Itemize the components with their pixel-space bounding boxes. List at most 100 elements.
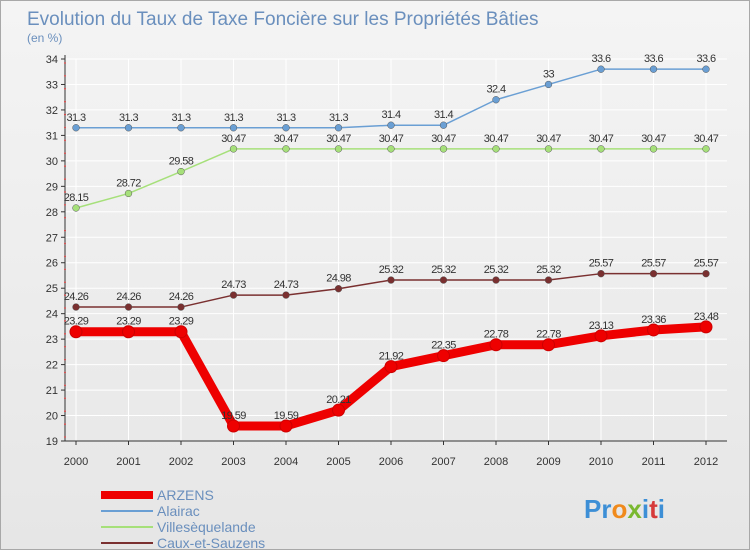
data-label-alairac-2006: 31.4 — [381, 109, 400, 121]
data-label-alairac-2009: 33 — [543, 68, 555, 80]
data-label-arzens-2007: 22.35 — [431, 340, 456, 352]
point-villes-quelande-2010 — [597, 145, 605, 153]
point-caux-et-sauzens-2003 — [229, 291, 238, 299]
data-label-alairac-2005: 31.3 — [329, 112, 348, 124]
y-axis-dot — [64, 74, 66, 77]
axes: 19 20 21 22 23 24 25 26 27 28 29 30 31 32 33 34 2000 2001… — [46, 54, 727, 468]
logo-letter: o — [611, 494, 627, 524]
point-alairac-2008 — [492, 96, 500, 104]
y-axis-dot — [64, 87, 66, 90]
point-arzens-2008 — [489, 338, 503, 352]
y-tick-label-20: 20 — [46, 411, 58, 423]
x-tick-label-2000: 2000 — [64, 456, 88, 468]
point-alairac-2003 — [229, 124, 238, 132]
point-villes-quelande-2007 — [439, 145, 448, 153]
point-villes-quelande-2011 — [649, 145, 658, 153]
y-tick-label-34: 34 — [46, 54, 58, 66]
series-caux-et-sauzens: 24.26 24.26 24.26 24.73 24.73 24.98 25.32 25.32… — [64, 258, 719, 311]
point-villes-quelande-2009 — [544, 145, 553, 153]
data-label-alairac-2007: 31.4 — [434, 109, 453, 121]
data-label-villes-quelande-2000: 28.15 — [64, 192, 89, 204]
data-label-caux-et-sauzens-2012: 25.57 — [694, 258, 719, 270]
y-axis-dot — [64, 332, 66, 335]
point-alairac-2005 — [334, 124, 343, 132]
point-caux-et-sauzens-2011 — [649, 270, 658, 278]
data-label-arzens-2001: 23.29 — [116, 316, 141, 328]
point-caux-et-sauzens-2001 — [124, 303, 133, 311]
y-tick-label-33: 33 — [46, 79, 58, 91]
y-axis-dot — [64, 255, 66, 258]
x-tick-label-2007: 2007 — [431, 456, 455, 468]
data-label-alairac-2003: 31.3 — [224, 112, 243, 124]
point-caux-et-sauzens-2005 — [334, 285, 343, 293]
y-axis-dot — [64, 216, 66, 219]
logo-letter: i — [642, 494, 649, 524]
x-tick-label-2010: 2010 — [589, 456, 613, 468]
point-caux-et-sauzens-2009 — [544, 276, 553, 284]
logo-letter: x — [627, 494, 642, 524]
data-label-alairac-2002: 31.3 — [171, 112, 190, 124]
y-axis-dot — [64, 307, 66, 309]
legend-label-villes-quelande: Villesèquelande — [157, 519, 256, 535]
data-label-caux-et-sauzens-2005: 24.98 — [326, 273, 351, 285]
y-tick-label-19: 19 — [46, 436, 58, 448]
y-axis-dot — [64, 113, 66, 116]
y-axis-dot — [64, 384, 66, 387]
series-villes-quelande: 28.15 28.72 29.58 30.47 30.47 30.47 30.47 30.47… — [64, 133, 719, 212]
point-alairac-2004 — [282, 124, 290, 132]
y-axis-dot — [64, 229, 66, 232]
point-caux-et-sauzens-2006 — [387, 276, 395, 284]
data-label-villes-quelande-2003: 30.47 — [221, 133, 246, 145]
y-tick-label-22: 22 — [46, 360, 58, 372]
data-label-villes-quelande-2008: 30.47 — [484, 133, 509, 145]
data-label-caux-et-sauzens-2010: 25.57 — [589, 258, 614, 270]
data-label-villes-quelande-2006: 30.47 — [379, 133, 404, 145]
y-axis-dot — [64, 242, 66, 245]
y-tick-label-25: 25 — [46, 283, 58, 295]
y-axis-dot — [64, 397, 66, 400]
point-alairac-2001 — [124, 124, 133, 132]
point-villes-quelande-2008 — [492, 145, 500, 153]
point-caux-et-sauzens-2012 — [702, 270, 710, 278]
point-alairac-2012 — [702, 65, 710, 73]
x-tick-label-2011: 2011 — [642, 456, 666, 468]
y-axis-dot — [64, 345, 66, 348]
point-caux-et-sauzens-2008 — [492, 276, 500, 284]
x-tick-label-2001: 2001 — [116, 456, 140, 468]
point-alairac-2009 — [544, 80, 553, 89]
point-caux-et-sauzens-2000 — [72, 303, 80, 311]
data-label-arzens-2008: 22.78 — [484, 329, 509, 341]
point-arzens-2005 — [332, 403, 345, 417]
point-arzens-2003 — [227, 419, 240, 433]
point-alairac-2011 — [649, 65, 658, 73]
legend-label-arzens: ARZENS — [157, 487, 214, 503]
y-tick-label-23: 23 — [46, 334, 58, 346]
data-label-arzens-2010: 23.13 — [589, 320, 614, 332]
point-arzens-2006 — [384, 360, 398, 374]
data-label-villes-quelande-2002: 29.58 — [169, 156, 194, 168]
data-label-alairac-2001: 31.3 — [119, 112, 138, 124]
data-label-arzens-2002: 23.29 — [169, 316, 194, 328]
x-tick-label-2012: 2012 — [694, 456, 718, 468]
data-label-arzens-2009: 22.78 — [536, 329, 561, 341]
point-arzens-2010 — [594, 329, 608, 343]
y-tick-label-30: 30 — [46, 156, 58, 168]
x-tick-label-2003: 2003 — [221, 456, 245, 468]
point-villes-quelande-2003 — [229, 145, 238, 153]
y-axis-unit-label: (en %) — [27, 31, 62, 45]
point-arzens-2011 — [647, 323, 660, 337]
data-label-alairac-2000: 31.3 — [66, 112, 85, 124]
proxiti-logo: Proxiti — [584, 494, 665, 524]
legend-label-caux-et-sauzens: Caux-et-Sauzens — [157, 535, 265, 551]
logo-letter: t — [649, 494, 658, 524]
point-alairac-2006 — [387, 121, 395, 129]
data-label-arzens-2006: 21.92 — [379, 351, 404, 363]
point-arzens-2007 — [437, 349, 450, 363]
data-label-arzens-2005: 20.21 — [326, 394, 351, 406]
point-arzens-2004 — [279, 419, 293, 433]
point-caux-et-sauzens-2002 — [177, 303, 185, 311]
y-tick-label-27: 27 — [46, 232, 58, 244]
data-label-alairac-2012: 33.6 — [696, 53, 715, 65]
